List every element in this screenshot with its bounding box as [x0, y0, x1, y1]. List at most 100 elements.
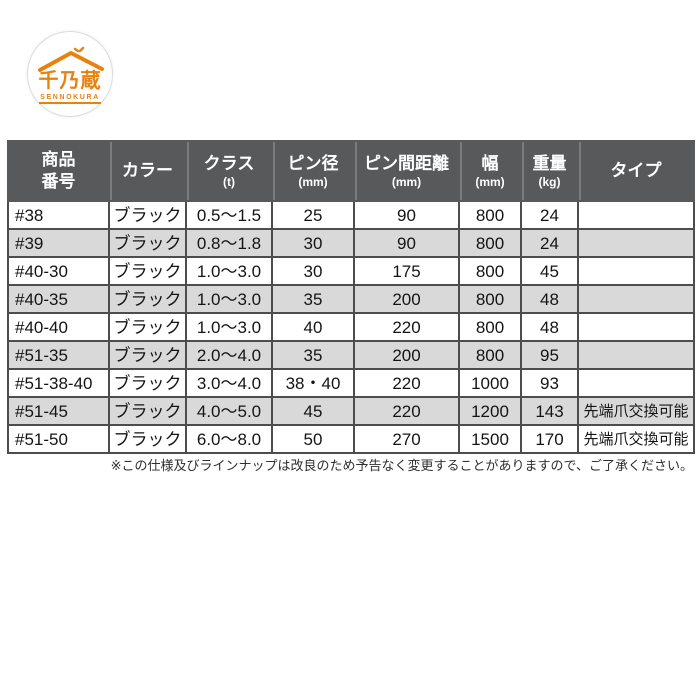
table-cell: #51-38-40 [7, 368, 110, 398]
table-row: #38 ブラック 0.5〜1.5 25 90 800 24 [7, 200, 695, 230]
table-row: #40-30 ブラック 1.0〜3.0 30 175 800 45 [7, 256, 695, 286]
table-cell [577, 284, 695, 314]
table-cell: 175 [353, 256, 460, 286]
table-cell: 800 [458, 200, 522, 230]
table-cell: 1.0〜3.0 [185, 284, 273, 314]
table-cell: #51-35 [7, 340, 110, 370]
table-cell: #39 [7, 228, 110, 258]
table-cell: ブラック [108, 228, 187, 258]
table-cell: 170 [520, 424, 579, 454]
table-cell: 30 [271, 228, 355, 258]
column-header-unit: (mm) [475, 174, 505, 189]
table-cell: 270 [353, 424, 460, 454]
table-cell: 1500 [458, 424, 522, 454]
table-cell: #40-30 [7, 256, 110, 286]
table-cell: 220 [353, 396, 460, 426]
column-header: カラー [108, 140, 187, 202]
table-row: #39 ブラック 0.8〜1.8 30 90 800 24 [7, 228, 695, 258]
roof-icon [38, 46, 104, 72]
column-header-label: クラス [203, 154, 255, 174]
table-cell [577, 312, 695, 342]
column-header: 幅 (mm) [458, 140, 522, 202]
table-cell: 1.0〜3.0 [185, 312, 273, 342]
column-header: 重量 (kg) [520, 140, 579, 202]
table-cell: 800 [458, 284, 522, 314]
table-cell: 先端爪交換可能 [577, 396, 695, 426]
column-header: ピン径 (mm) [271, 140, 355, 202]
table-cell: ブラック [108, 200, 187, 230]
column-header-label: ピン間距離 [364, 154, 449, 174]
disclaimer-note: ※この仕様及びラインナップは改良のため予告なく変更することがありますので、ご了承… [110, 458, 693, 473]
table-cell: 220 [353, 368, 460, 398]
table-cell: 45 [520, 256, 579, 286]
brand-romaji: SENNOKURA [39, 93, 101, 104]
table-cell: 38・40 [271, 368, 355, 398]
table-cell: 95 [520, 340, 579, 370]
table-cell: 800 [458, 340, 522, 370]
table-cell: ブラック [108, 312, 187, 342]
table-cell [577, 368, 695, 398]
table-cell: 200 [353, 340, 460, 370]
table-cell: 先端爪交換可能 [577, 424, 695, 454]
column-header: クラス (t) [185, 140, 273, 202]
table-cell: 6.0〜8.0 [185, 424, 273, 454]
table-cell: 800 [458, 256, 522, 286]
table-cell: #51-45 [7, 396, 110, 426]
brand-logo: 千乃蔵 SENNOKURA [27, 31, 113, 117]
table-cell [577, 256, 695, 286]
table-cell: #40-35 [7, 284, 110, 314]
table-cell: 1200 [458, 396, 522, 426]
table-row: #51-50 ブラック 6.0〜8.0 50 270 1500 170 先端爪交… [7, 424, 695, 454]
table-cell: 24 [520, 228, 579, 258]
table-cell: 3.0〜4.0 [185, 368, 273, 398]
table-cell [577, 200, 695, 230]
table-cell: 30 [271, 256, 355, 286]
table-cell [577, 228, 695, 258]
table-cell: 93 [520, 368, 579, 398]
column-header-label: 重量 [532, 154, 567, 174]
table-cell: 800 [458, 312, 522, 342]
table-cell: 1.0〜3.0 [185, 256, 273, 286]
table-cell: 2.0〜4.0 [185, 340, 273, 370]
table-cell: #51-50 [7, 424, 110, 454]
column-header-label: 商品 番号 [41, 150, 76, 191]
table-row: #51-35 ブラック 2.0〜4.0 35 200 800 95 [7, 340, 695, 370]
table-cell: 35 [271, 284, 355, 314]
table-cell: 800 [458, 228, 522, 258]
table-row: #40-35 ブラック 1.0〜3.0 35 200 800 48 [7, 284, 695, 314]
table-cell: 143 [520, 396, 579, 426]
table-cell: #38 [7, 200, 110, 230]
column-header: ピン間距離 (mm) [353, 140, 460, 202]
table-cell: 1000 [458, 368, 522, 398]
column-header-label: ピン径 [287, 154, 339, 174]
column-header-unit: (mm) [298, 174, 328, 189]
table-cell: 4.0〜5.0 [185, 396, 273, 426]
table-cell: 45 [271, 396, 355, 426]
table-cell: ブラック [108, 284, 187, 314]
table-cell: 35 [271, 340, 355, 370]
column-header-label: タイプ [610, 160, 662, 180]
spec-table-container: 商品 番号 カラー クラス (t) ピン径 (mm) ピン間距離 (mm) 幅 … [7, 140, 695, 454]
column-header-label: カラー [122, 160, 173, 180]
spec-table: 商品 番号 カラー クラス (t) ピン径 (mm) ピン間距離 (mm) 幅 … [7, 140, 695, 454]
table-cell: ブラック [108, 396, 187, 426]
table-cell: 0.5〜1.5 [185, 200, 273, 230]
table-cell: 0.8〜1.8 [185, 228, 273, 258]
table-cell: 90 [353, 228, 460, 258]
table-row: #40-40 ブラック 1.0〜3.0 40 220 800 48 [7, 312, 695, 342]
table-cell: 220 [353, 312, 460, 342]
column-header-unit: (mm) [391, 174, 422, 189]
column-header: 商品 番号 [7, 140, 110, 202]
table-cell: ブラック [108, 340, 187, 370]
table-cell: ブラック [108, 256, 187, 286]
column-header-label: 幅 [481, 154, 499, 174]
table-row: #51-45 ブラック 4.0〜5.0 45 220 1200 143 先端爪交… [7, 396, 695, 426]
table-cell: #40-40 [7, 312, 110, 342]
table-cell: 200 [353, 284, 460, 314]
table-header-row: 商品 番号 カラー クラス (t) ピン径 (mm) ピン間距離 (mm) 幅 … [7, 140, 695, 202]
column-header-unit: (kg) [538, 174, 561, 189]
brand-name: 千乃蔵 [38, 70, 102, 92]
table-cell: 40 [271, 312, 355, 342]
table-cell: ブラック [108, 368, 187, 398]
column-header: タイプ [577, 140, 695, 202]
